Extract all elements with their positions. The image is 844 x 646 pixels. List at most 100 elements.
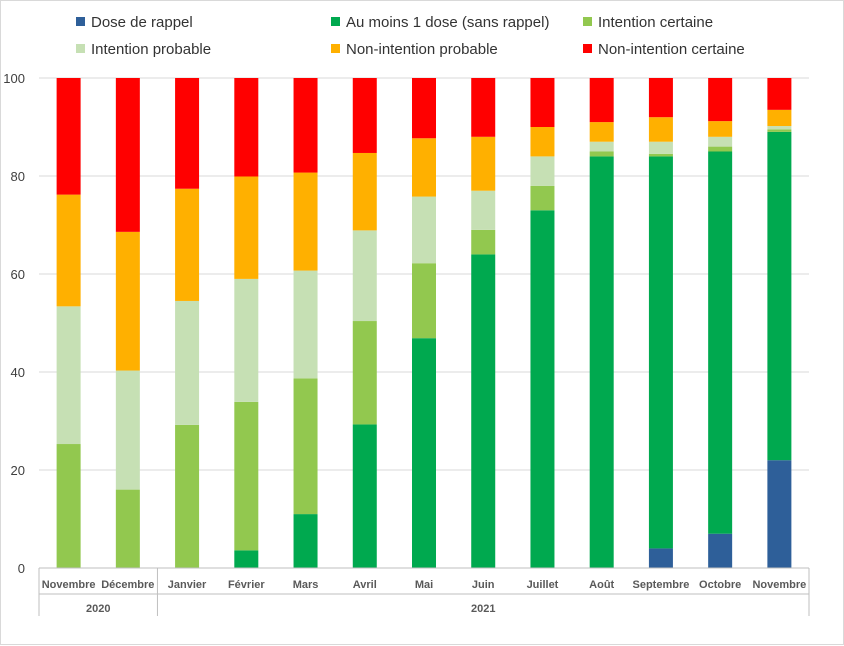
legend-swatch-4	[331, 44, 340, 53]
legend-label-2: Intention certaine	[598, 14, 713, 31]
bar-segment	[530, 78, 555, 127]
bar-segment	[648, 153, 673, 157]
x-tick-label: Décembre	[101, 579, 154, 591]
bar-segment	[234, 278, 259, 402]
bar-segment	[115, 489, 140, 568]
bar-segment	[767, 109, 792, 127]
bar-segment	[471, 78, 496, 137]
y-tick-label: 40	[11, 365, 25, 380]
bar-segment	[708, 121, 733, 137]
bar-segment	[412, 196, 436, 264]
legend-swatch-0	[76, 17, 85, 26]
bar-segment	[412, 263, 436, 339]
bar-segment	[589, 122, 614, 142]
bar-segment	[648, 117, 673, 142]
bar-segment	[352, 78, 377, 153]
bar-segment	[708, 78, 733, 122]
legend-label-1: Au moins 1 dose (sans rappel)	[346, 14, 549, 31]
legend-swatch-2	[583, 17, 592, 26]
bar-segment	[56, 78, 81, 195]
bar-segment	[234, 401, 259, 551]
bar-segment	[293, 514, 318, 568]
bar-segment	[589, 156, 614, 568]
bar-segment	[708, 533, 733, 568]
legend-swatch-5	[583, 44, 592, 53]
bar-segment	[412, 78, 436, 139]
bars	[56, 78, 792, 569]
bar-segment	[352, 321, 377, 425]
bar-segment	[352, 424, 377, 568]
bar-segment	[530, 156, 555, 186]
bar-segment	[471, 254, 496, 568]
legend: Dose de rappel Au moins 1 dose (sans rapp…	[76, 14, 745, 58]
legend-swatch-3	[76, 44, 85, 53]
bar-segment	[412, 138, 436, 197]
y-tick-label: 0	[18, 561, 25, 576]
x-tick-label: Mars	[293, 579, 319, 591]
bar-segment	[293, 78, 318, 173]
bar-segment	[589, 141, 614, 152]
x-tick-label: Juillet	[527, 579, 559, 591]
bar-segment	[767, 126, 792, 130]
bar-segment	[175, 188, 200, 301]
bar-segment	[708, 136, 733, 147]
bar-segment	[56, 194, 81, 307]
year-label: 2021	[471, 603, 495, 615]
bar-segment	[175, 424, 200, 568]
x-tick-label: Novembre	[752, 579, 806, 591]
bar-segment	[589, 78, 614, 123]
bar-segment	[648, 78, 673, 118]
x-tick-label: Avril	[353, 579, 377, 591]
bar-segment	[115, 370, 140, 490]
bar-segment	[767, 131, 792, 461]
bar-segment	[708, 146, 733, 152]
bar-segment	[293, 270, 318, 379]
bar-segment	[115, 231, 140, 371]
bar-segment	[530, 185, 555, 211]
bar-segment	[767, 78, 792, 110]
bar-segment	[234, 78, 259, 177]
x-tick-label: Octobre	[699, 579, 741, 591]
bar-segment	[530, 127, 555, 157]
bar-segment	[767, 129, 792, 132]
y-tick-label: 80	[11, 169, 25, 184]
bar-segment	[293, 172, 318, 271]
y-axis: 0 20 40 60 80 100	[3, 71, 25, 576]
y-tick-label: 60	[11, 267, 25, 282]
bar-segment	[115, 78, 140, 232]
x-tick-label: Août	[589, 579, 614, 591]
bar-segment	[648, 141, 673, 154]
bar-segment	[471, 229, 496, 255]
y-tick-label: 100	[3, 71, 25, 86]
x-tick-label: Septembre	[632, 579, 689, 591]
bar-segment	[412, 338, 436, 568]
legend-label-4: Non-intention probable	[346, 41, 498, 58]
y-tick-label: 20	[11, 463, 25, 478]
x-tick-label: Février	[228, 579, 265, 591]
legend-swatch-1	[331, 17, 340, 26]
legend-label-5: Non-intention certaine	[598, 41, 745, 58]
bar-segment	[708, 151, 733, 534]
x-tick-label: Novembre	[42, 579, 96, 591]
legend-label-3: Intention probable	[91, 41, 211, 58]
x-tick-label: Juin	[472, 579, 495, 591]
bar-segment	[530, 210, 555, 569]
x-axis: Novembre Décembre Janvier Février Mars Avril M…	[38, 567, 810, 616]
bar-segment	[471, 190, 496, 230]
x-tick-label: Janvier	[168, 579, 207, 591]
legend-label-0: Dose de rappel	[91, 14, 193, 31]
bar-segment	[589, 151, 614, 157]
bar-segment	[352, 152, 377, 231]
bar-segment	[56, 306, 81, 445]
bar-segment	[471, 136, 496, 191]
bar-segment	[293, 378, 318, 515]
bar-segment	[767, 460, 792, 568]
bar-segment	[175, 300, 200, 425]
x-tick-label: Mai	[415, 579, 433, 591]
bar-segment	[648, 156, 673, 549]
bar-segment	[234, 176, 259, 279]
bar-segment	[175, 78, 200, 189]
bar-segment	[648, 548, 673, 568]
